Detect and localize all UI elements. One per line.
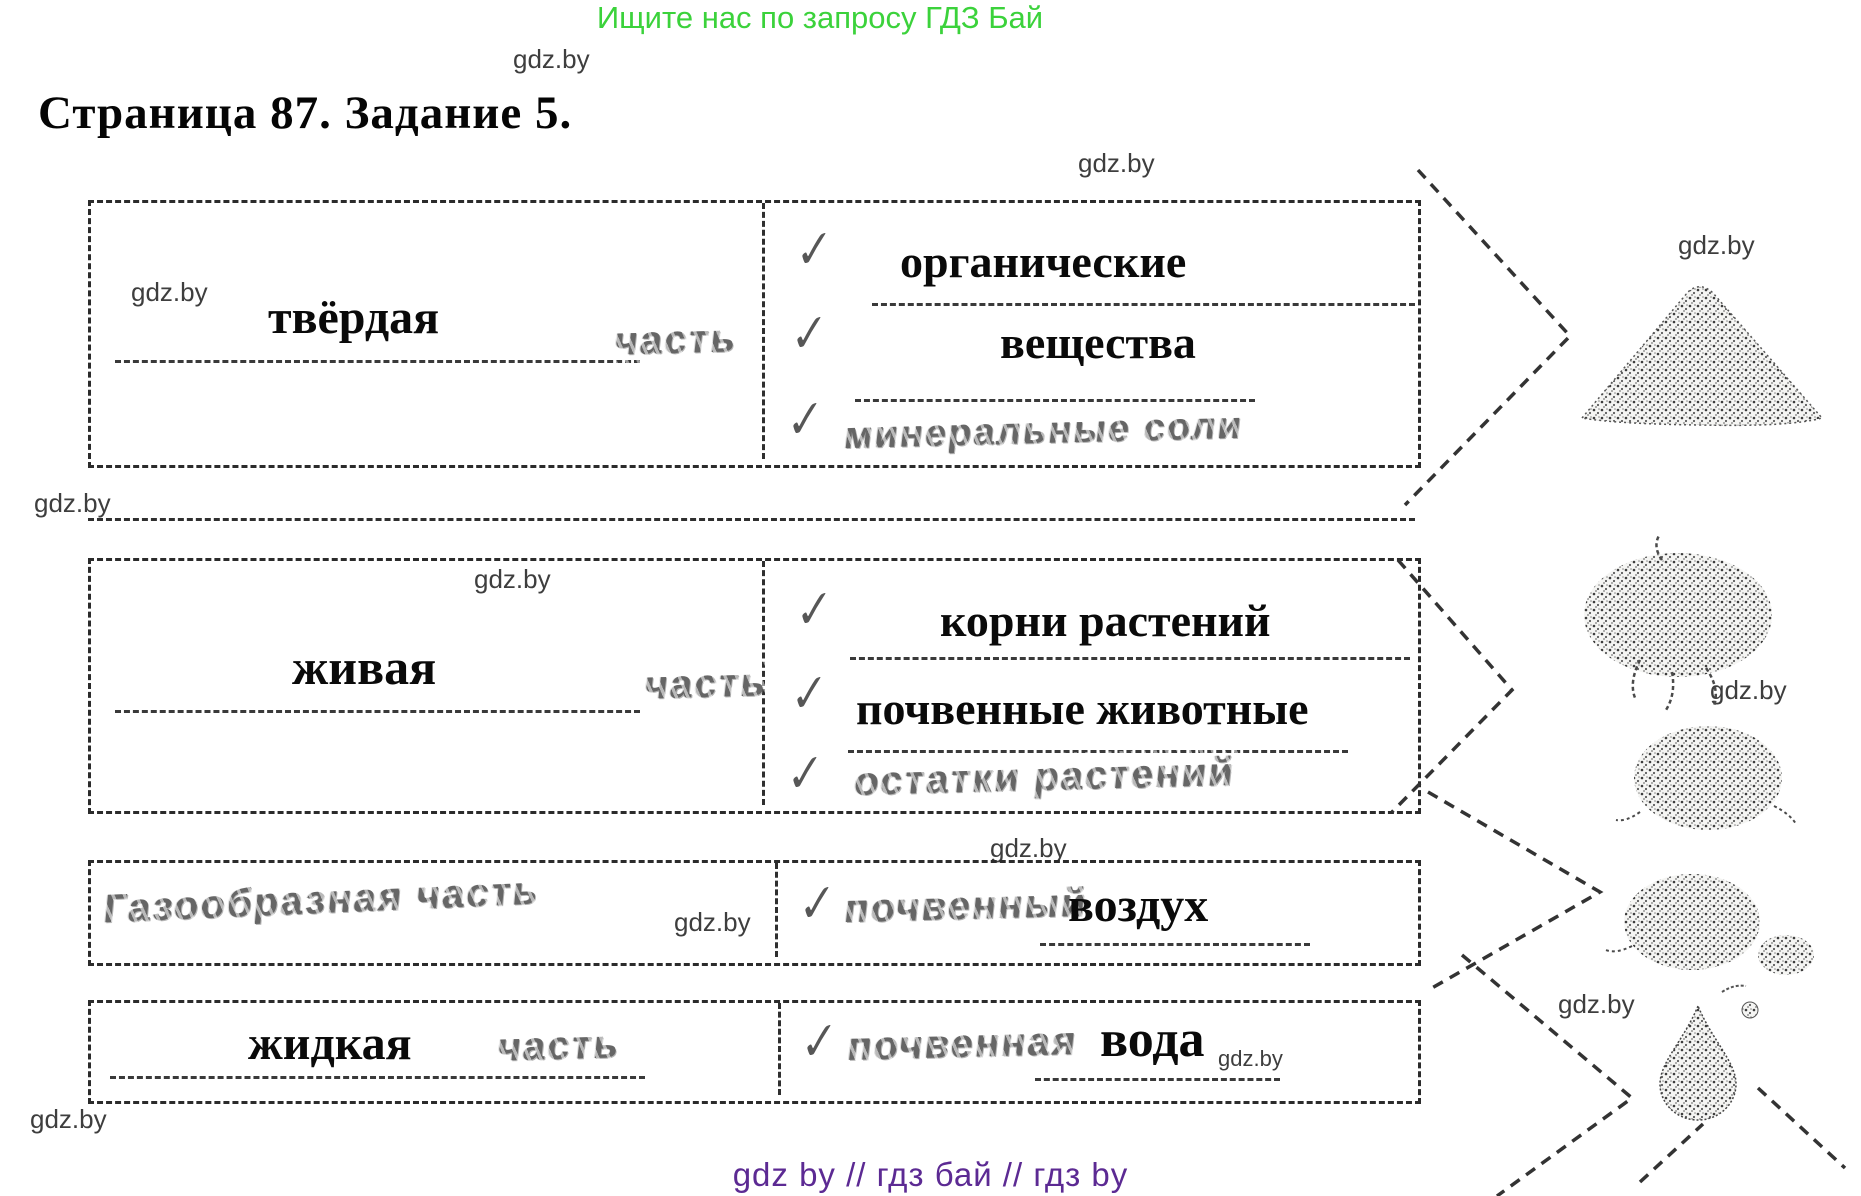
tick-icon: ✓ xyxy=(790,660,828,726)
label-part-word-living: часть xyxy=(642,660,770,708)
divider-solid-part xyxy=(762,203,765,459)
answer-soil-animals: почвенные животные xyxy=(856,683,1309,734)
footer-text: gdz by // гдз бай // гдз by xyxy=(732,1156,1129,1193)
label-soil-prefix-air: почвенный xyxy=(842,880,1091,932)
soil-animals-illustration xyxy=(1605,726,1814,975)
watermark: gdz.by xyxy=(131,277,208,307)
watermark: gdz.by xyxy=(34,488,111,518)
tick-icon: ✓ xyxy=(800,1008,838,1074)
label-part-word-liquid: часть xyxy=(495,1022,623,1070)
tick-icon: ✓ xyxy=(790,300,828,366)
arrow-stroke xyxy=(1638,1122,1705,1184)
answer-living-part: живая xyxy=(292,639,437,695)
watermark: gdz.by xyxy=(1078,148,1155,178)
answer-line-solid xyxy=(115,360,640,363)
plant-roots-illustration xyxy=(1584,533,1772,711)
box-liquid-part xyxy=(88,1000,1421,1104)
answer-line xyxy=(848,750,1348,753)
answer-organic-line1: органические xyxy=(900,236,1187,287)
separator-line xyxy=(88,518,1415,521)
answer-line-liquid xyxy=(110,1076,645,1079)
box-living-part xyxy=(88,558,1421,814)
tick-icon: ✓ xyxy=(798,870,836,936)
answer-line xyxy=(855,399,1255,402)
watermark: gdz.by xyxy=(513,44,590,74)
diagram-artwork xyxy=(1390,168,1847,1196)
arrow-to-water-drop xyxy=(1460,953,1635,1196)
divider-liquid-part xyxy=(778,1003,781,1095)
label-soil-prefix-water: почвенная xyxy=(845,1019,1081,1069)
watermark: gdz.by xyxy=(1678,230,1755,260)
arrow-to-plant-roots xyxy=(1390,558,1515,814)
watermark: gdz.by xyxy=(674,907,751,937)
divider-gaseous-part xyxy=(775,863,778,957)
watermark: gdz.by xyxy=(990,833,1067,863)
answer-line xyxy=(872,303,1415,306)
watermark: gdz.by xyxy=(474,564,551,594)
tick-icon: ✓ xyxy=(795,216,833,282)
answer-plant-roots: корни растений xyxy=(940,595,1271,646)
answer-line-air xyxy=(1040,943,1310,946)
answer-solid-part: твёрдая xyxy=(268,291,440,344)
watermark: gdz.by xyxy=(1558,989,1635,1019)
watermark: gdz.by xyxy=(30,1104,107,1134)
answer-line-water xyxy=(1035,1078,1280,1081)
tick-icon: ✓ xyxy=(786,386,824,452)
answer-air: воздух xyxy=(1068,879,1209,932)
soil-pile-illustration xyxy=(1580,286,1824,427)
arrow-to-soil-pile xyxy=(1403,168,1573,507)
water-drop-illustration xyxy=(1659,984,1759,1121)
box-gaseous-part xyxy=(88,860,1421,966)
tick-icon: ✓ xyxy=(786,740,824,806)
arrow-stroke xyxy=(1756,1086,1847,1170)
answer-organic-line2: вещества xyxy=(1000,317,1196,368)
box-solid-part xyxy=(88,200,1421,468)
answer-line xyxy=(850,657,1410,660)
answer-liquid-part: жидкая xyxy=(248,1017,412,1070)
answer-line-living xyxy=(115,710,640,713)
promo-banner: Ищите нас по запросу ГДЗ Бай xyxy=(596,0,1044,35)
watermark: gdz.by xyxy=(1710,675,1787,705)
label-part-word-solid: часть xyxy=(612,316,740,364)
page-title: Страница 87. Задание 5. xyxy=(38,87,573,139)
arrow-to-soil-animals xyxy=(1427,790,1604,990)
answer-water: вода xyxy=(1100,1011,1205,1068)
watermark: gdz.by xyxy=(1218,1046,1283,1071)
tick-icon: ✓ xyxy=(795,576,833,642)
